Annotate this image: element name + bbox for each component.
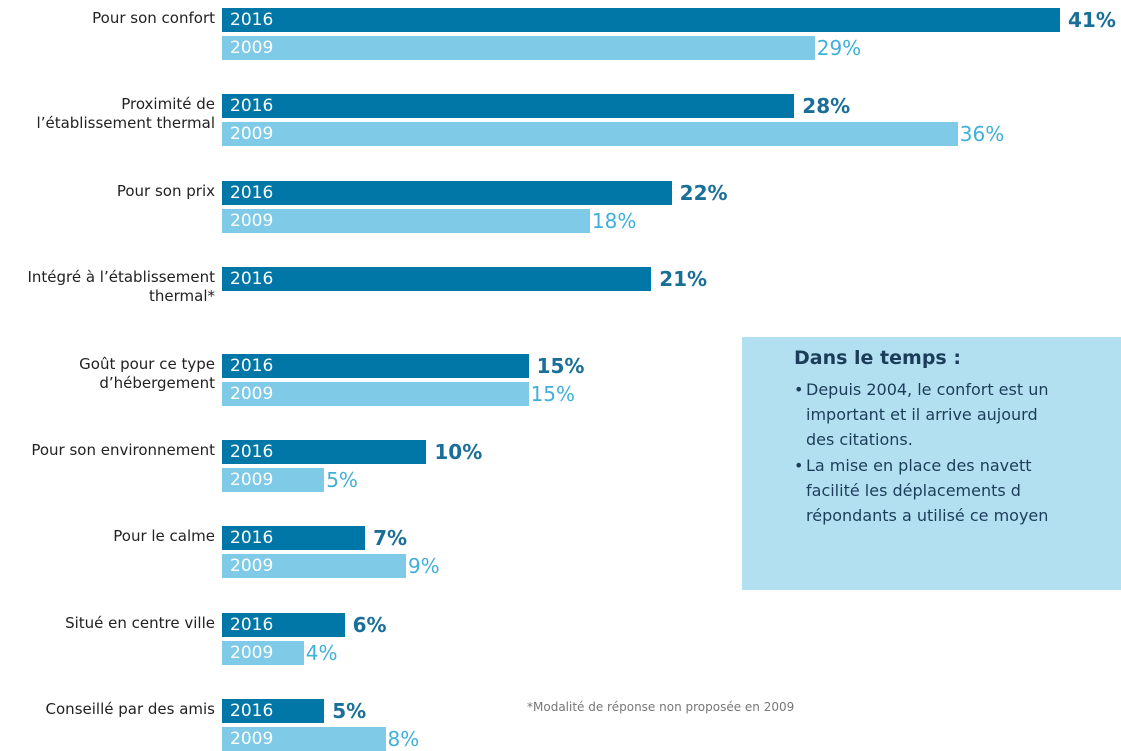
bar (222, 36, 815, 60)
footnote: *Modalité de réponse non proposée en 200… (527, 700, 795, 714)
bar-series-label: 2016 (230, 528, 274, 549)
category-label: Intégré à l’établissement thermal* (27, 268, 215, 306)
page: Pour son confort 2016 41% 2009 29% Proximité … (27, 8, 1121, 751)
bar-series-label: 2009 (230, 210, 274, 231)
value-label: 7% (373, 526, 408, 551)
value-label: 4% (305, 640, 338, 665)
value-label: 29% (816, 36, 862, 60)
value-label: 36% (959, 122, 1005, 147)
bar-series-label: 2016 (230, 614, 274, 635)
bar-series-label: 2009 (230, 124, 274, 145)
bar (222, 612, 345, 637)
bullet: • (794, 456, 804, 475)
text-line: important et il arrive aujourd (806, 405, 1038, 424)
text-line: La mise en place des navett (806, 456, 1032, 475)
bar (222, 526, 366, 551)
value-label: 5% (326, 468, 358, 492)
bar-series-label: 2009 (230, 38, 274, 58)
bar-series-label: 2016 (230, 10, 274, 30)
bar (222, 353, 529, 378)
bar (222, 640, 304, 665)
bar-series-label: 2016 (230, 701, 274, 722)
text-box: Dans le temps : • Depuis 2004, le confort… (742, 337, 1121, 590)
value-label: 22% (679, 180, 728, 205)
bar-series-label: 2016 (230, 269, 274, 290)
category-label: Pour son prix (116, 181, 215, 200)
category-label: Pour son confort (92, 9, 215, 27)
text-line: Depuis 2004, le confort est un (806, 380, 1049, 399)
bullet: • (794, 380, 804, 399)
text-box-title: Dans le temps : (794, 347, 961, 369)
category-label: Proximité de l’établissement thermal (36, 95, 215, 133)
bar (222, 8, 1060, 32)
value-label: 41% (1068, 8, 1116, 32)
bar (222, 554, 406, 579)
value-label: 10% (434, 440, 483, 464)
bar (222, 267, 652, 292)
bar (222, 180, 672, 205)
value-label: 9% (407, 554, 440, 579)
bar-series-label: 2009 (230, 383, 274, 404)
bar-series-label: 2016 (230, 182, 274, 203)
value-label: 28% (802, 94, 851, 119)
category-label: Pour le calme (113, 527, 215, 546)
bar-series-label: 2016 (230, 96, 274, 117)
bar-series-label: 2009 (230, 642, 274, 663)
bar-series-label: 2009 (230, 729, 274, 750)
bar (222, 122, 958, 147)
text-line: facilité les déplacements d (806, 481, 1021, 500)
bar-series-label: 2009 (230, 470, 274, 490)
bar (222, 381, 529, 406)
value-label: 21% (659, 267, 708, 292)
category-label: Pour son environnement (31, 441, 215, 459)
value-label: 8% (387, 727, 420, 751)
value-label: 5% (332, 699, 367, 724)
category-label: Goût pour ce type d’hébergement (79, 354, 215, 392)
text-line: répondants a utilisé ce moyen (806, 506, 1049, 525)
bar-series-label: 2016 (230, 442, 274, 462)
value-label: 15% (530, 381, 576, 406)
text-line: des citations. (806, 430, 913, 449)
value-label: 15% (536, 353, 585, 378)
value-label: 18% (591, 208, 637, 233)
bar-series-label: 2016 (230, 355, 274, 376)
bar-series-label: 2009 (230, 556, 274, 577)
bar (222, 699, 325, 724)
category-label: Situé en centre ville (65, 613, 215, 632)
bar (222, 440, 427, 464)
bar (222, 208, 590, 233)
bar (222, 468, 325, 492)
value-label: 6% (352, 612, 387, 637)
bar (222, 94, 795, 119)
category-label: Conseillé par des amis (45, 700, 215, 719)
